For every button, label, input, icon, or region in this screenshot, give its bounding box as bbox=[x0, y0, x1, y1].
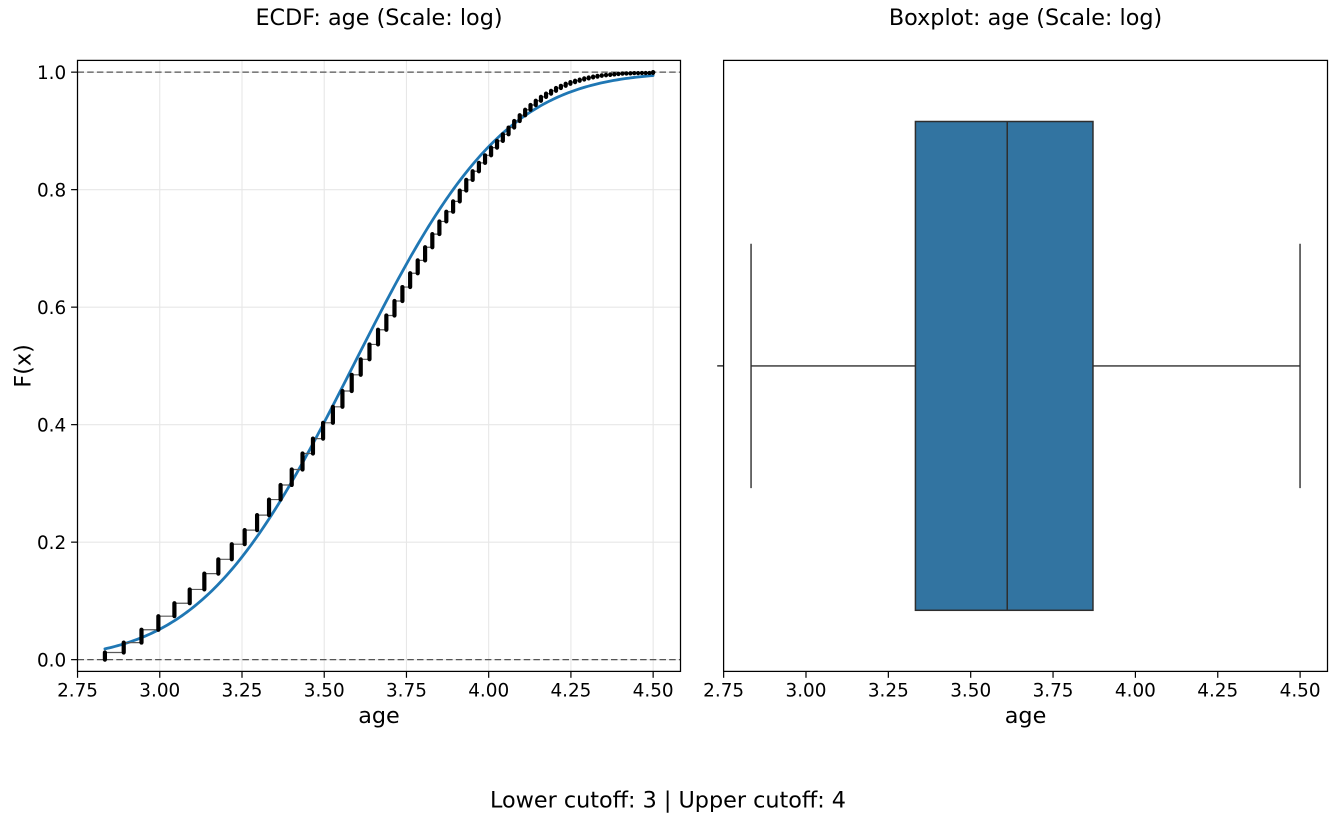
y-tick-label: 1.0 bbox=[37, 63, 66, 84]
boxplot-xlabel: age bbox=[1005, 703, 1047, 729]
x-tick-label: 3.50 bbox=[950, 681, 991, 702]
box bbox=[914, 120, 1094, 612]
series-layer bbox=[77, 70, 1301, 662]
gridlines-layer bbox=[76, 60, 681, 672]
tick-labels-layer: 2.75 3.00 3.25 3.50 3.75 4.00 4.25 4.50 0.0 0.2 0.… bbox=[37, 63, 1321, 702]
boxplot-title: Boxplot: age (Scale: log) bbox=[889, 5, 1162, 31]
x-tick-label: 4.50 bbox=[1280, 681, 1321, 702]
x-tick-label: 2.75 bbox=[703, 681, 744, 702]
y-tick-label: 0.0 bbox=[37, 650, 66, 671]
cutoff-note: Lower cutoff: 3 | Upper cutoff: 4 bbox=[490, 788, 846, 814]
axes-spines bbox=[76, 59, 682, 673]
x-tick-label: 4.25 bbox=[550, 681, 591, 702]
x-tick-label: 3.75 bbox=[1033, 681, 1074, 702]
x-tick-label: 3.50 bbox=[304, 681, 345, 702]
ecdf-xlabel: age bbox=[358, 703, 400, 729]
axes-spines bbox=[722, 59, 1329, 673]
y-tick-label: 0.4 bbox=[37, 415, 66, 436]
x-tick-label: 4.00 bbox=[468, 681, 509, 702]
x-tick-label: 3.75 bbox=[386, 681, 427, 702]
fitted-cdf-curve bbox=[103, 74, 655, 651]
x-tick-label: 3.25 bbox=[222, 681, 263, 702]
x-tick-label: 4.00 bbox=[1115, 681, 1156, 702]
ecdf-title: ECDF: age (Scale: log) bbox=[255, 5, 502, 31]
x-tick-label: 3.25 bbox=[868, 681, 909, 702]
y-tick-label: 0.2 bbox=[37, 533, 66, 554]
y-tick-label: 0.8 bbox=[37, 180, 66, 201]
ecdf-ylabel: F(x) bbox=[10, 344, 36, 387]
y-tick-label: 0.6 bbox=[37, 298, 66, 319]
x-tick-label: 3.00 bbox=[139, 681, 180, 702]
x-tick-label: 3.00 bbox=[786, 681, 827, 702]
ecdf-dot-stacks bbox=[102, 70, 656, 662]
x-tick-label: 4.25 bbox=[1197, 681, 1238, 702]
x-tick-label: 4.50 bbox=[633, 681, 674, 702]
axes-layer bbox=[71, 59, 1329, 678]
x-tick-label: 2.75 bbox=[57, 681, 98, 702]
